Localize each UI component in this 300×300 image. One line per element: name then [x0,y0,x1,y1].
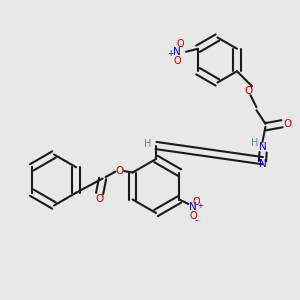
Text: N: N [259,142,267,152]
Text: O: O [173,56,181,66]
Text: +: + [167,49,173,58]
Text: N: N [173,47,181,57]
Text: O: O [245,86,253,96]
Text: N: N [259,159,266,169]
Text: +: + [197,202,203,208]
Text: H: H [144,139,151,149]
Text: -: - [178,41,182,51]
Text: H: H [251,138,259,148]
Text: O: O [193,196,201,207]
Text: O: O [176,39,184,49]
Text: O: O [115,166,123,176]
Text: N: N [189,202,197,212]
Text: O: O [95,194,104,205]
Text: -: - [195,214,199,225]
Text: O: O [284,119,292,129]
Text: O: O [189,211,197,221]
